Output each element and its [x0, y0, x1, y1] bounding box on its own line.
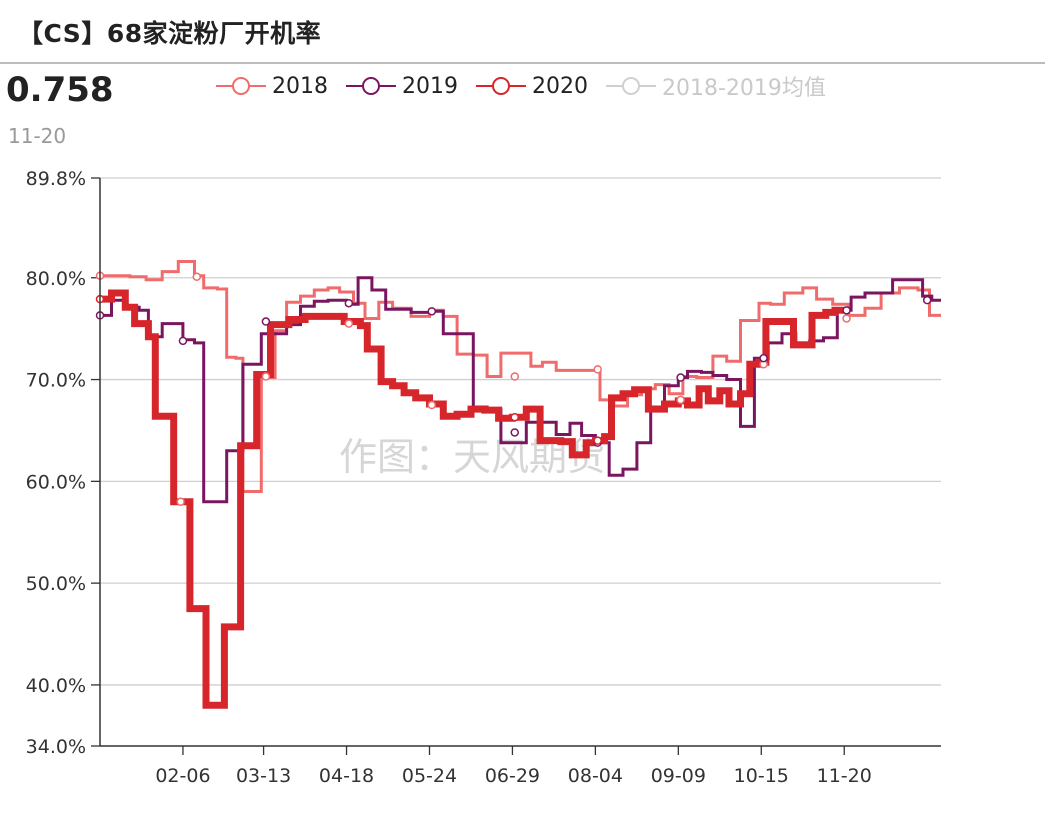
legend-2019-line-icon — [346, 77, 396, 95]
data-point-2019[interactable] — [178, 336, 188, 346]
data-point-2018[interactable] — [593, 365, 602, 374]
legend-average-line-icon — [606, 77, 656, 95]
x-tick-label: 05-24 — [402, 765, 457, 787]
chart-title: 【CS】68家淀粉厂开机率 — [18, 19, 322, 48]
legend-item-average[interactable]: 2018-2019均值 — [606, 70, 826, 102]
title-divider — [0, 62, 1045, 64]
series-line-2020[interactable] — [100, 289, 848, 709]
data-point-2020[interactable] — [510, 412, 519, 422]
legend-item-2019[interactable]: 2019 — [346, 74, 458, 99]
data-point-2019[interactable] — [261, 317, 271, 326]
x-tick-label: 04-18 — [319, 765, 374, 787]
data-point-2018[interactable] — [261, 372, 271, 381]
y-tick-label: 34.0% — [26, 736, 86, 758]
x-axis-ticks: 02-06 03-13 04-18 05-24 06-29 08-04 09-09 10-15… — [155, 746, 872, 787]
legend-item-2018[interactable]: 2018 — [216, 74, 328, 99]
data-point-2019[interactable] — [842, 306, 851, 315]
y-axis-ticks: 89.8% 80.0% 70.0% 60.0% 50.0% 40.0% 34.0% — [26, 168, 100, 758]
x-tick-label: 02-06 — [155, 765, 210, 787]
data-point-2019[interactable] — [344, 298, 354, 308]
x-tick-label: 11-20 — [817, 765, 872, 787]
legend-label: 2019 — [402, 73, 458, 99]
legend: 2018 2019 2020 2018-2019均值 — [216, 70, 826, 102]
y-tick-label: 40.0% — [26, 675, 86, 697]
y-tick-label: 60.0% — [26, 471, 86, 493]
latest-value: 0.758 — [6, 70, 114, 110]
data-point-2019[interactable] — [922, 295, 932, 305]
legend-label: 2018 — [272, 73, 328, 99]
data-point-2018[interactable] — [427, 400, 437, 410]
x-tick-label: 08-04 — [568, 765, 623, 787]
legend-2020-line-icon — [476, 77, 526, 95]
legend-item-2020[interactable]: 2020 — [476, 74, 588, 99]
series-line-2018[interactable] — [100, 260, 941, 493]
series-markers — [95, 271, 932, 506]
legend-label: 2018-2019均值 — [662, 76, 826, 101]
data-point-2019[interactable] — [759, 353, 768, 363]
data-point-2018[interactable] — [344, 319, 354, 328]
data-point-2019[interactable] — [676, 373, 685, 382]
y-tick-label: 70.0% — [26, 370, 86, 392]
data-point-2018[interactable] — [842, 314, 851, 323]
x-tick-label: 06-29 — [485, 765, 540, 787]
data-point-2019[interactable] — [510, 428, 519, 437]
y-tick-label: 80.0% — [26, 268, 86, 290]
y-tick-label: 89.8% — [26, 168, 86, 190]
data-point-2018[interactable] — [192, 272, 202, 281]
y-gridlines — [100, 177, 941, 686]
x-tick-label: 09-09 — [651, 765, 706, 787]
data-point-2018[interactable] — [676, 395, 685, 405]
data-point-2018[interactable] — [510, 372, 519, 381]
data-point-2020[interactable] — [593, 436, 602, 445]
data-point-2019[interactable] — [427, 307, 437, 316]
legend-2018-line-icon — [216, 77, 266, 95]
x-tick-label: 10-15 — [734, 765, 789, 787]
legend-label: 2020 — [532, 73, 588, 99]
series-lines — [100, 260, 941, 709]
y-tick-label: 50.0% — [26, 573, 86, 595]
x-tick-label: 03-13 — [236, 765, 291, 787]
data-point-2018[interactable] — [176, 497, 185, 506]
latest-date: 11-20 — [8, 124, 67, 148]
line-chart: 89.8% 80.0% 70.0% 60.0% 50.0% 40.0% 34.0% 02-0… — [26, 168, 941, 787]
